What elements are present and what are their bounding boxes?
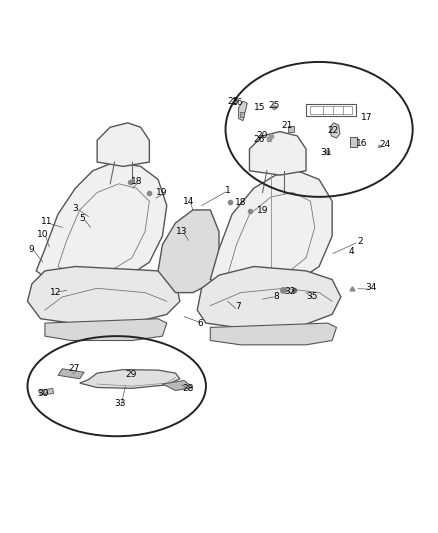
Text: 6: 6 <box>198 319 203 328</box>
Text: 3: 3 <box>73 204 78 213</box>
Text: 33: 33 <box>114 399 126 408</box>
Text: 34: 34 <box>366 283 377 292</box>
Text: 8: 8 <box>274 292 279 301</box>
Polygon shape <box>45 319 167 341</box>
Text: 32: 32 <box>284 287 295 296</box>
Polygon shape <box>97 123 149 166</box>
Polygon shape <box>240 112 244 117</box>
Text: 12: 12 <box>50 288 61 297</box>
Text: 30: 30 <box>37 389 49 398</box>
Polygon shape <box>162 381 193 391</box>
Text: 24: 24 <box>380 140 391 149</box>
Polygon shape <box>36 162 167 288</box>
Text: 22: 22 <box>327 126 339 135</box>
Polygon shape <box>210 171 332 293</box>
Text: 18: 18 <box>235 198 247 207</box>
Text: 4: 4 <box>349 247 354 256</box>
Polygon shape <box>350 137 357 147</box>
Polygon shape <box>28 266 180 323</box>
Text: 21: 21 <box>282 122 293 131</box>
Text: 17: 17 <box>361 113 373 122</box>
Text: 10: 10 <box>37 230 49 239</box>
Text: 28: 28 <box>183 384 194 393</box>
Polygon shape <box>288 126 294 132</box>
Text: 20: 20 <box>256 131 267 140</box>
Text: 5: 5 <box>79 214 85 223</box>
Text: 26: 26 <box>254 135 265 144</box>
Polygon shape <box>39 389 53 395</box>
Text: 19: 19 <box>156 188 167 197</box>
Text: 14: 14 <box>183 197 194 206</box>
Text: 19: 19 <box>257 206 268 215</box>
Bar <box>311 107 352 114</box>
Polygon shape <box>158 210 219 293</box>
Text: 1: 1 <box>225 186 230 195</box>
Text: 35: 35 <box>306 292 318 301</box>
Text: 16: 16 <box>356 139 367 148</box>
Text: 16: 16 <box>232 98 244 107</box>
Polygon shape <box>210 323 336 345</box>
Text: 7: 7 <box>235 302 240 311</box>
Polygon shape <box>239 101 247 120</box>
Polygon shape <box>250 132 306 175</box>
Text: 9: 9 <box>28 245 34 254</box>
Polygon shape <box>80 370 180 389</box>
Text: 13: 13 <box>176 227 188 236</box>
Bar <box>306 104 356 116</box>
Polygon shape <box>197 266 341 327</box>
Text: 11: 11 <box>40 217 52 226</box>
Text: 27: 27 <box>69 364 80 373</box>
Text: 18: 18 <box>131 177 142 186</box>
Text: 31: 31 <box>320 148 332 157</box>
Text: 23: 23 <box>228 98 239 107</box>
Text: 25: 25 <box>268 101 279 110</box>
Polygon shape <box>330 123 340 138</box>
Text: 29: 29 <box>125 370 137 379</box>
Text: 2: 2 <box>358 237 363 246</box>
Polygon shape <box>58 369 84 379</box>
Text: 15: 15 <box>254 103 265 112</box>
